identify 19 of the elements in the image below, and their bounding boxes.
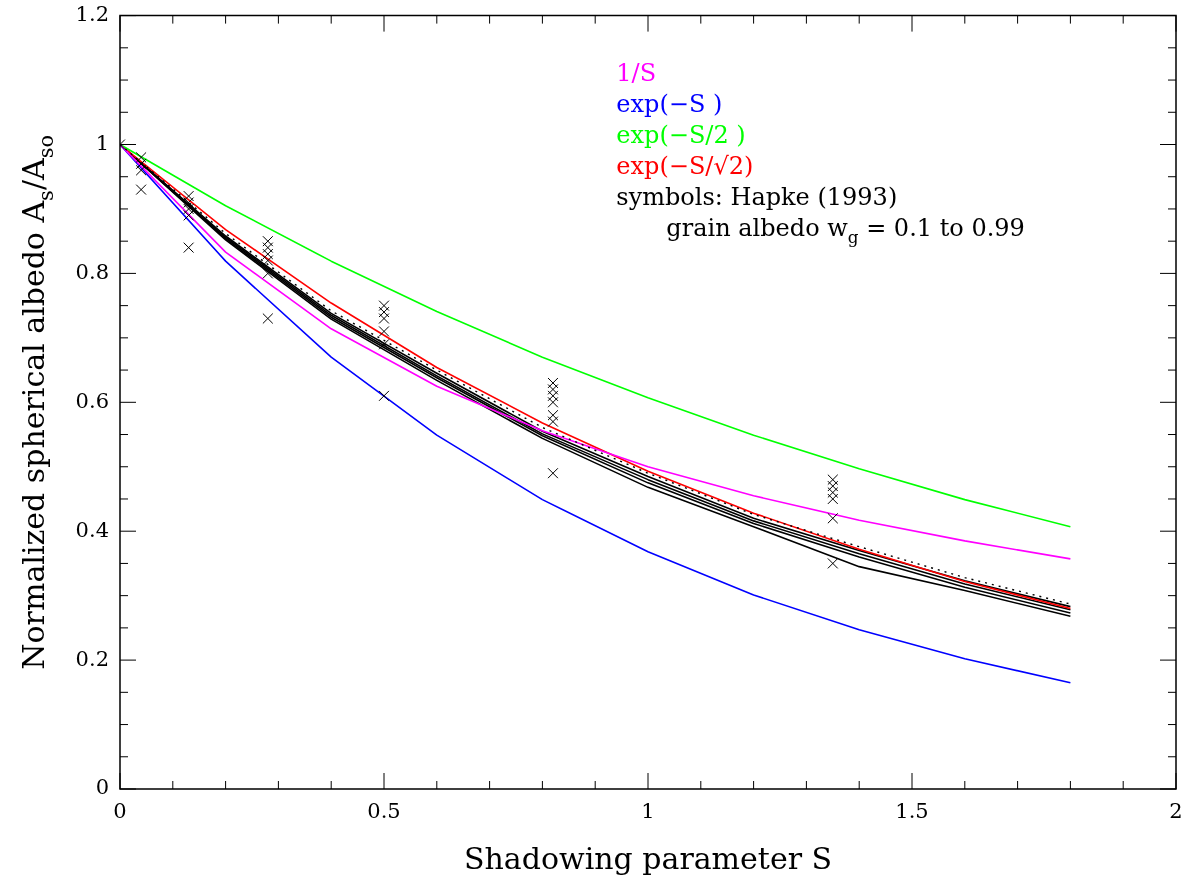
text: exp(−S/2 ) (616, 120, 746, 149)
y-tick-label: 0.6 (75, 388, 109, 413)
text: 1/S (616, 58, 657, 87)
y-tick-label: 0.4 (75, 517, 109, 542)
x-axis-title: Shadowing parameter S (463, 841, 833, 876)
y-tick-label: 0.8 (75, 259, 109, 284)
y-tick-label: 0.2 (75, 646, 109, 671)
x-tick-label: 2 (1169, 799, 1183, 824)
y-tick-label: 1.2 (75, 2, 109, 27)
y-axis-title: Normalized spherical albedo As/Aso (16, 134, 58, 670)
x-tick-label: 1 (641, 799, 655, 824)
y-tick-label: 0 (95, 775, 109, 800)
annotation: symbols: Hapke (1993) (616, 182, 898, 211)
text: exp(−S ) (616, 89, 723, 118)
text: exp(−S/√2) (616, 151, 754, 180)
x-tick-label: 0.5 (367, 799, 401, 824)
x-tick-label: 0 (113, 799, 127, 824)
x-tick-label: 1.5 (895, 799, 929, 824)
y-tick-label: 1 (95, 130, 109, 155)
